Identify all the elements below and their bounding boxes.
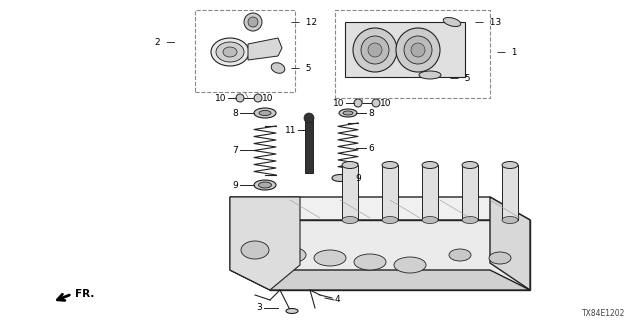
Circle shape	[304, 113, 314, 123]
Ellipse shape	[444, 18, 461, 27]
Circle shape	[404, 36, 432, 64]
Text: 7: 7	[232, 146, 238, 155]
Bar	[342, 165, 358, 220]
Text: 10: 10	[262, 93, 273, 102]
Ellipse shape	[271, 63, 285, 73]
Ellipse shape	[489, 252, 511, 264]
Polygon shape	[230, 270, 530, 290]
Ellipse shape	[314, 250, 346, 266]
Text: 10: 10	[214, 93, 226, 102]
Circle shape	[354, 99, 362, 107]
Ellipse shape	[241, 241, 269, 259]
Ellipse shape	[462, 162, 478, 169]
Ellipse shape	[259, 182, 271, 188]
Polygon shape	[248, 38, 282, 60]
Ellipse shape	[254, 180, 276, 190]
Ellipse shape	[449, 249, 471, 261]
Ellipse shape	[332, 174, 348, 181]
Ellipse shape	[211, 38, 249, 66]
Ellipse shape	[259, 110, 271, 116]
Text: 8: 8	[232, 108, 238, 117]
Bar	[382, 165, 398, 220]
Ellipse shape	[223, 47, 237, 57]
Polygon shape	[490, 197, 530, 290]
Ellipse shape	[394, 257, 426, 273]
Text: 6: 6	[368, 143, 374, 153]
Bar	[502, 165, 518, 220]
Text: 3: 3	[256, 303, 262, 313]
Ellipse shape	[502, 162, 518, 169]
Bar	[422, 165, 438, 220]
Ellipse shape	[382, 162, 398, 169]
Text: 11: 11	[285, 125, 296, 134]
Ellipse shape	[342, 162, 358, 169]
Ellipse shape	[422, 217, 438, 223]
Polygon shape	[230, 197, 530, 220]
Text: 4: 4	[335, 295, 340, 305]
Circle shape	[254, 94, 262, 102]
Text: —  5: — 5	[291, 63, 312, 73]
Ellipse shape	[422, 162, 438, 169]
Ellipse shape	[343, 111, 353, 115]
Text: —  12: — 12	[291, 18, 317, 27]
Text: 2  —: 2 —	[155, 37, 175, 46]
Polygon shape	[230, 197, 270, 290]
Circle shape	[248, 17, 258, 27]
Ellipse shape	[286, 308, 298, 314]
Bar	[345, 22, 465, 77]
Text: —  13: — 13	[475, 18, 501, 27]
Bar	[462, 165, 478, 220]
Bar	[195, 10, 295, 92]
Circle shape	[361, 36, 389, 64]
Ellipse shape	[274, 247, 306, 263]
Text: 10: 10	[380, 99, 392, 108]
Ellipse shape	[502, 217, 518, 223]
Circle shape	[244, 13, 262, 31]
Ellipse shape	[216, 42, 244, 62]
Text: TX84E1202: TX84E1202	[582, 309, 625, 318]
Circle shape	[411, 43, 425, 57]
Text: 10: 10	[333, 99, 344, 108]
Circle shape	[368, 43, 382, 57]
Text: —  5: — 5	[450, 74, 470, 83]
Ellipse shape	[342, 217, 358, 223]
Text: 9: 9	[232, 180, 238, 189]
Circle shape	[396, 28, 440, 72]
Circle shape	[372, 99, 380, 107]
Ellipse shape	[419, 71, 441, 79]
Polygon shape	[270, 220, 530, 290]
Polygon shape	[230, 197, 300, 290]
Bar	[305, 118, 313, 173]
Text: 9: 9	[355, 173, 361, 182]
Circle shape	[236, 94, 244, 102]
Bar	[335, 10, 490, 98]
Text: 8: 8	[368, 108, 374, 117]
Ellipse shape	[462, 217, 478, 223]
Circle shape	[353, 28, 397, 72]
Text: —  1: — 1	[497, 47, 518, 57]
Ellipse shape	[339, 109, 357, 117]
Ellipse shape	[254, 108, 276, 118]
Text: FR.: FR.	[75, 289, 94, 299]
Ellipse shape	[382, 217, 398, 223]
Ellipse shape	[354, 254, 386, 270]
